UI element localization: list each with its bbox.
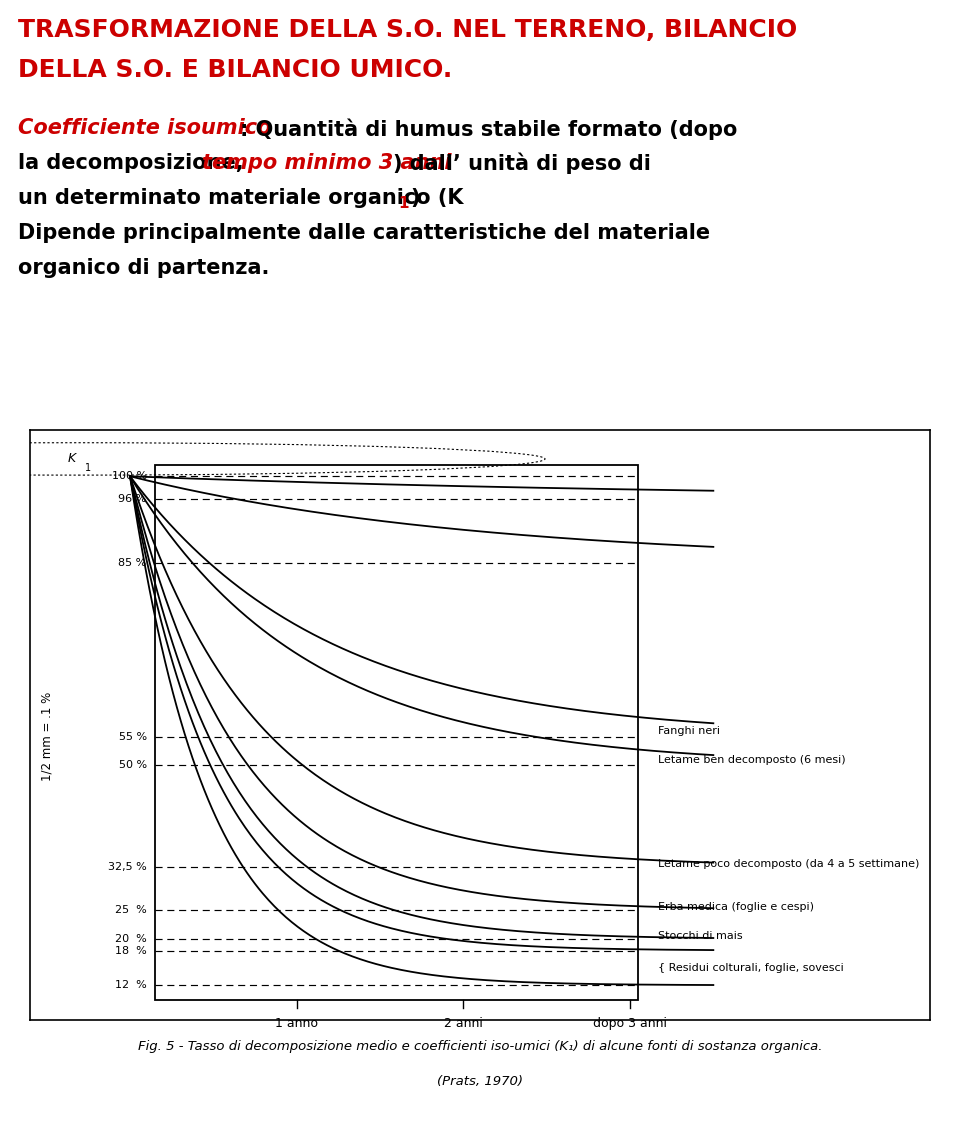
Text: 12  %: 12 % <box>115 980 147 991</box>
Text: Erba medica (foglie e cespi): Erba medica (foglie e cespi) <box>659 902 814 912</box>
Text: la decomposizione,: la decomposizione, <box>18 153 251 173</box>
Text: Fanghi neri: Fanghi neri <box>659 726 720 736</box>
Text: { Residui colturali, foglie, sovesci: { Residui colturali, foglie, sovesci <box>659 963 844 972</box>
Text: Dipende principalmente dalle caratteristiche del materiale: Dipende principalmente dalle caratterist… <box>18 223 710 243</box>
Text: organico di partenza.: organico di partenza. <box>18 258 270 278</box>
Text: Stocchi di mais: Stocchi di mais <box>659 932 743 941</box>
Text: 1: 1 <box>85 462 91 473</box>
Text: (Prats, 1970): (Prats, 1970) <box>437 1075 523 1088</box>
Text: 85 %: 85 % <box>118 558 147 568</box>
Text: Coefficiente isoumico: Coefficiente isoumico <box>18 118 272 137</box>
Bar <box>155 465 638 1000</box>
Text: 25  %: 25 % <box>115 905 147 916</box>
Text: ): ) <box>410 187 420 208</box>
Text: 20  %: 20 % <box>115 934 147 944</box>
Text: dopo 3 anni: dopo 3 anni <box>593 1017 667 1030</box>
Text: ) dall’ unità di peso di: ) dall’ unità di peso di <box>393 153 651 175</box>
Text: 18  %: 18 % <box>115 945 147 955</box>
Text: 96 %: 96 % <box>118 494 147 504</box>
Text: tempo minimo 3 anni: tempo minimo 3 anni <box>202 153 451 173</box>
Text: Fig. 5 - Tasso di decomposizione medio e coefficienti iso-umici (K₁) di alcune f: Fig. 5 - Tasso di decomposizione medio e… <box>137 1039 823 1053</box>
Text: : Quantità di humus stabile formato (dopo: : Quantità di humus stabile formato (dop… <box>240 118 737 140</box>
Text: 2 anni: 2 anni <box>444 1017 483 1030</box>
Text: 32,5 %: 32,5 % <box>108 862 147 871</box>
Text: 1 anno: 1 anno <box>276 1017 318 1030</box>
Text: 55 %: 55 % <box>118 732 147 742</box>
Text: 50 %: 50 % <box>118 760 147 770</box>
Text: un determinato materiale organico (K: un determinato materiale organico (K <box>18 187 464 208</box>
Text: 1/2 mm = .1 %: 1/2 mm = .1 % <box>40 692 53 782</box>
Text: Letame ben decomposto (6 mesi): Letame ben decomposto (6 mesi) <box>659 754 846 765</box>
Text: DELLA S.O. E BILANCIO UMICO.: DELLA S.O. E BILANCIO UMICO. <box>18 58 452 82</box>
Text: K: K <box>67 452 76 466</box>
Text: TRASFORMAZIONE DELLA S.O. NEL TERRENO, BILANCIO: TRASFORMAZIONE DELLA S.O. NEL TERRENO, B… <box>18 18 797 42</box>
Text: 100 %: 100 % <box>111 471 147 482</box>
Text: Letame poco decomposto (da 4 a 5 settimane): Letame poco decomposto (da 4 a 5 settima… <box>659 859 920 869</box>
Text: 1: 1 <box>398 197 409 211</box>
